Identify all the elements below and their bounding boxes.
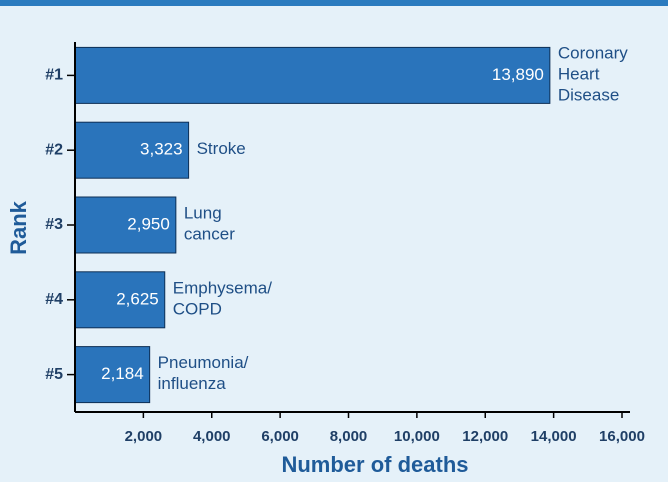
bar-name-line: Coronary — [558, 44, 628, 63]
value-label: 3,323 — [140, 140, 183, 159]
x-tick-label: 10,000 — [394, 428, 440, 445]
y-axis-label: Rank — [6, 200, 31, 255]
bar-name: Pneumonia/influenza — [158, 354, 249, 394]
bar-name-line: Lung — [184, 204, 222, 223]
value-label: 13,890 — [492, 65, 544, 84]
x-tick-label: 6,000 — [261, 428, 299, 445]
value-label: 2,184 — [101, 364, 144, 383]
bar-name: Coronary Heart Disease — [558, 44, 628, 105]
x-tick-label: 8,000 — [330, 428, 368, 445]
x-tick-label: 16,000 — [599, 428, 645, 445]
bar-name-line: COPD — [173, 300, 222, 319]
x-tick-label: 2,000 — [125, 428, 163, 445]
y-tick-label: #4 — [45, 291, 63, 308]
value-label: 2,950 — [127, 214, 170, 233]
x-tick-label: 4,000 — [193, 428, 231, 445]
y-tick-label: #3 — [45, 216, 63, 233]
y-tick-label: #1 — [45, 67, 63, 84]
bar-name-line: Pneumonia/ — [158, 354, 249, 373]
bar-name: Stroke — [197, 140, 246, 159]
bar-name-line: Stroke — [197, 140, 246, 159]
bar-name: Lung cancer — [184, 204, 235, 244]
value-label: 2,625 — [116, 289, 159, 308]
y-tick-label: #5 — [45, 366, 63, 383]
bar-name-line: Heart — [558, 65, 600, 84]
bar — [74, 121, 190, 179]
x-tick-label: 12,000 — [462, 428, 508, 445]
bar-name-line: influenza — [158, 375, 227, 394]
y-tick-label: #2 — [45, 141, 63, 158]
bar-name-line: Emphysema/ — [173, 279, 272, 298]
bar — [74, 46, 551, 104]
bar-name-line: Disease — [558, 86, 619, 105]
bar-name-line: cancer — [184, 225, 235, 244]
x-axis-label: Number of deaths — [281, 452, 468, 477]
bar-name: Emphysema/COPD — [173, 279, 272, 319]
top-stripe — [0, 0, 668, 6]
x-tick-label: 14,000 — [531, 428, 577, 445]
